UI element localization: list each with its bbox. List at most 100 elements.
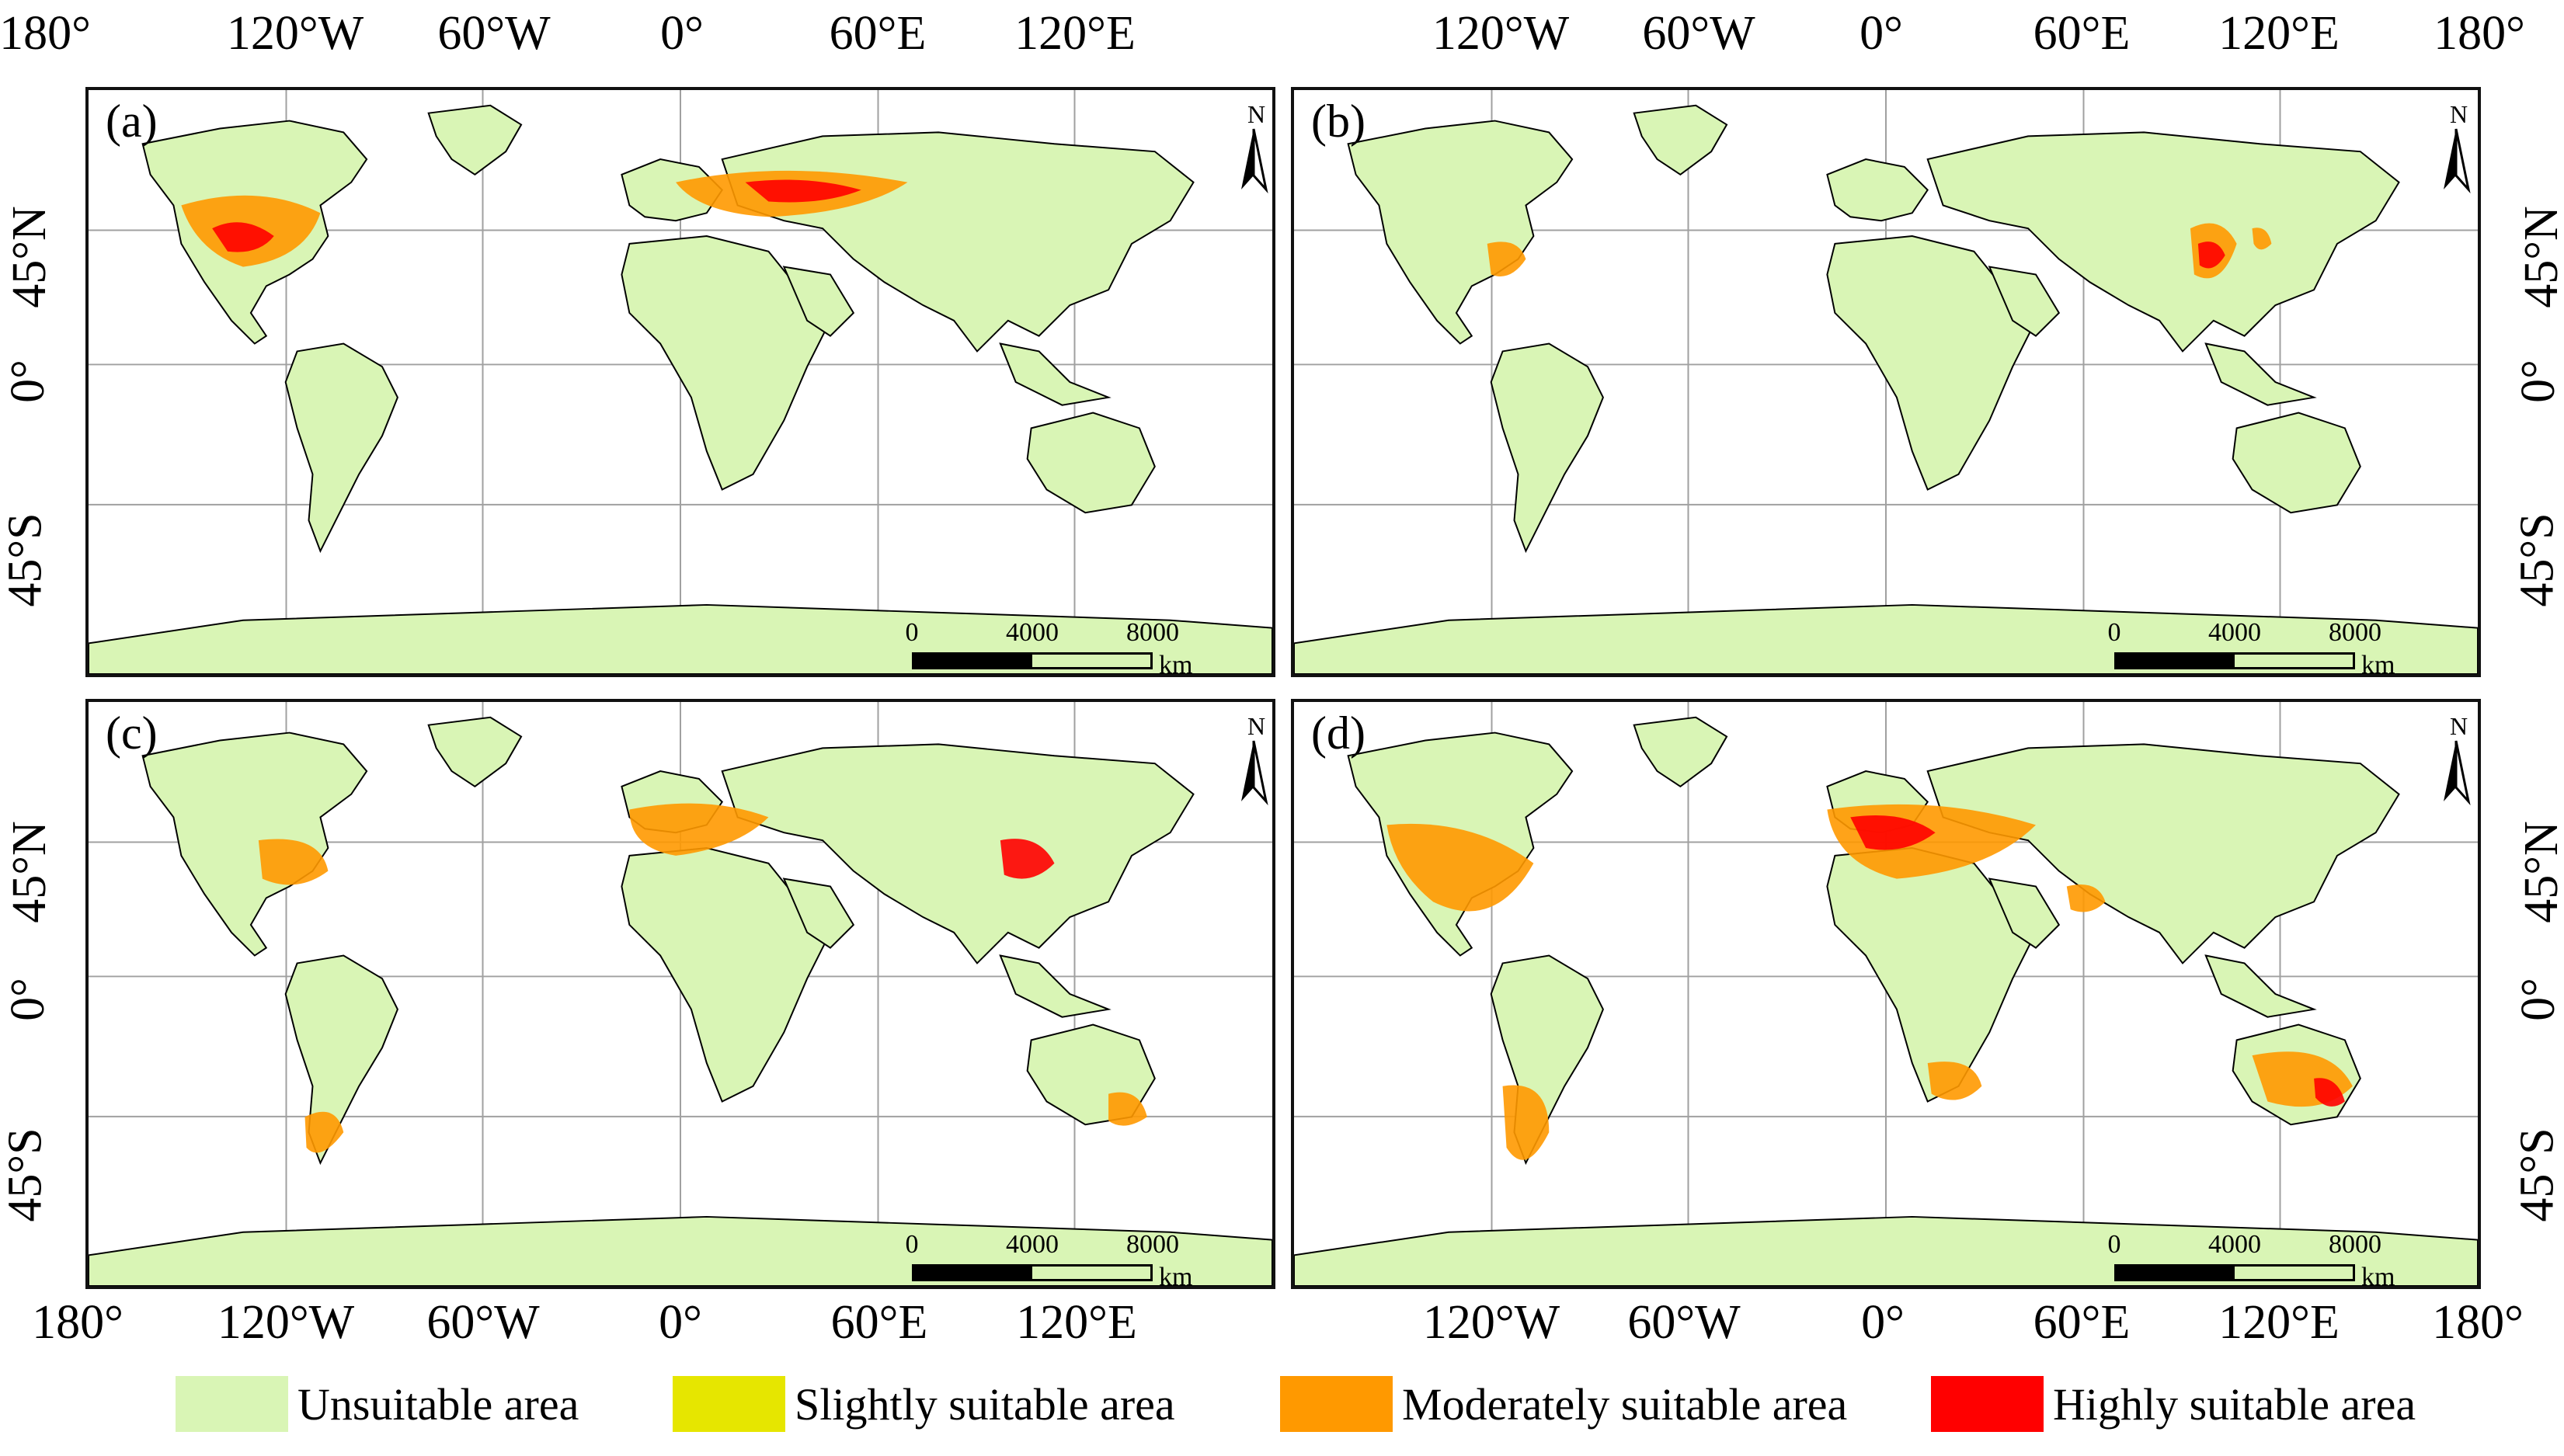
- land-southAmerica: [284, 342, 399, 554]
- land-greenland: [1633, 716, 1728, 788]
- legend-label: Unsuitable area: [297, 1378, 579, 1430]
- suitability-zone: [2066, 884, 2106, 912]
- north-arrow: N: [1230, 98, 1272, 199]
- lat-tick-45s-top-right: 45°S: [2510, 513, 2564, 607]
- lon-tick-120e: 120°E: [2218, 7, 2340, 60]
- land-southAmerica: [1490, 342, 1605, 554]
- suitability-zone: [1108, 1092, 1147, 1126]
- scale-bar: 0 4000 8000 km: [2108, 618, 2425, 674]
- legend-item-slightly: Slightly suitable area: [673, 1373, 1175, 1435]
- land-africa: [621, 235, 832, 491]
- lon-tick-0: 0°: [660, 7, 704, 60]
- land-seasia: [2204, 954, 2317, 1018]
- land-australia: [2232, 412, 2361, 514]
- land-arabia: [1988, 877, 2061, 949]
- suitability-zone: [212, 222, 274, 252]
- lon-tick-120e: 120°E: [1014, 7, 1136, 60]
- scale-label-4000: 4000: [2208, 618, 2261, 647]
- legend-label: Highly suitable area: [2053, 1378, 2416, 1430]
- land-seasia: [999, 342, 1112, 406]
- land-seasia: [2204, 342, 2317, 406]
- land-greenland: [1633, 104, 1728, 176]
- north-arrow: N: [2433, 98, 2478, 199]
- lat-tick-45n-top-left: 45°N: [2, 206, 56, 308]
- suitability-zone: [1000, 839, 1055, 879]
- scale-label-8000: 8000: [2329, 1230, 2381, 1259]
- suitability-zone: [1386, 823, 1534, 912]
- land-australia: [1026, 412, 1156, 514]
- lon-tick-60e: 60°E: [830, 1296, 928, 1349]
- scale-unit: km: [1159, 651, 1193, 677]
- scale-bar: 0 4000 8000 km: [906, 1230, 1223, 1286]
- lat-tick-45n-top-right: 45°N: [2514, 206, 2564, 308]
- lon-tick-60e: 60°E: [2033, 7, 2131, 60]
- legend: Unsuitable area Slightly suitable area M…: [0, 1373, 2564, 1443]
- land-northAmerica: [141, 731, 368, 957]
- north-label: N: [2450, 100, 2468, 128]
- suitability-zone: [1927, 1062, 1982, 1100]
- north-label: N: [2450, 712, 2468, 740]
- north-arrow: N: [2433, 710, 2478, 811]
- lon-tick-180: 180°: [0, 7, 91, 60]
- suitability-zone: [1502, 1085, 1550, 1160]
- map-panel-d: (d) N 0 4000 8000 km: [1291, 699, 2481, 1289]
- scale-label-4000: 4000: [1006, 618, 1059, 647]
- scale-label-4000: 4000: [2208, 1230, 2261, 1259]
- suitability-zone: [258, 839, 329, 885]
- lon-tick-120w: 120°W: [226, 7, 364, 60]
- legend-item-unsuitable: Unsuitable area: [176, 1373, 579, 1435]
- legend-item-highly: Highly suitable area: [1931, 1373, 2416, 1435]
- world-map-d: [1294, 702, 2478, 1286]
- legend-swatch: [1280, 1376, 1393, 1432]
- suitability-zone: [1487, 242, 1526, 276]
- legend-item-moderately: Moderately suitable area: [1280, 1373, 1847, 1435]
- legend-label: Moderately suitable area: [1402, 1378, 1848, 1430]
- land-africa: [1826, 235, 2037, 491]
- lon-tick-60w: 60°W: [1642, 7, 1755, 60]
- scale-label-0: 0: [905, 618, 919, 647]
- world-map-a: [89, 90, 1272, 674]
- scale-label-4000: 4000: [1006, 1230, 1059, 1259]
- legend-swatch: [1931, 1376, 2044, 1432]
- scale-label-0: 0: [905, 1230, 919, 1259]
- legend-swatch: [673, 1376, 785, 1432]
- land-asia: [1926, 131, 2400, 353]
- scale-label-0: 0: [2107, 618, 2121, 647]
- lat-tick-0-bottom-left: 0°: [1, 978, 54, 1021]
- lon-tick-0: 0°: [1861, 1296, 1905, 1349]
- suitability-zone: [745, 179, 861, 203]
- scale-unit: km: [1159, 1263, 1193, 1289]
- suitability-zone: [304, 1111, 344, 1153]
- scale-bar: 0 4000 8000 km: [906, 618, 1223, 674]
- legend-swatch: [176, 1376, 288, 1432]
- scale-unit: km: [2361, 1263, 2395, 1289]
- map-panel-c: (c) N 0 4000 8000 km: [85, 699, 1275, 1289]
- lon-tick-120e: 120°E: [1016, 1296, 1137, 1349]
- lon-tick-0: 0°: [659, 1296, 702, 1349]
- lon-tick-120w: 120°W: [1422, 1296, 1560, 1349]
- land-europe: [1826, 158, 1929, 222]
- scale-unit: km: [2361, 651, 2395, 677]
- land-greenland: [427, 716, 523, 788]
- lat-tick-45n-bottom-left: 45°N: [2, 821, 56, 923]
- lat-tick-0-top-left: 0°: [1, 360, 54, 403]
- world-map-b: [1294, 90, 2478, 674]
- lon-tick-120w: 120°W: [1432, 7, 1570, 60]
- land-arabia: [782, 877, 855, 949]
- lon-tick-60w: 60°W: [437, 7, 551, 60]
- lon-tick-180: 180°: [2434, 7, 2525, 60]
- lat-tick-45s-top-left: 45°S: [0, 513, 52, 607]
- scale-bar: 0 4000 8000 km: [2108, 1230, 2425, 1286]
- suitability-zone: [1850, 815, 1936, 850]
- suitability-zone: [629, 803, 769, 856]
- suitability-zone: [2197, 242, 2225, 269]
- lon-tick-120e: 120°E: [2218, 1296, 2340, 1349]
- land-africa: [621, 846, 832, 1103]
- north-label: N: [1247, 712, 1265, 740]
- land-asia: [1926, 743, 2400, 964]
- scale-label-0: 0: [2107, 1230, 2121, 1259]
- suitability-zone: [2314, 1078, 2345, 1107]
- land-seasia: [999, 954, 1112, 1018]
- scale-label-8000: 8000: [1126, 618, 1179, 647]
- lat-tick-0-bottom-right: 0°: [2511, 978, 2564, 1021]
